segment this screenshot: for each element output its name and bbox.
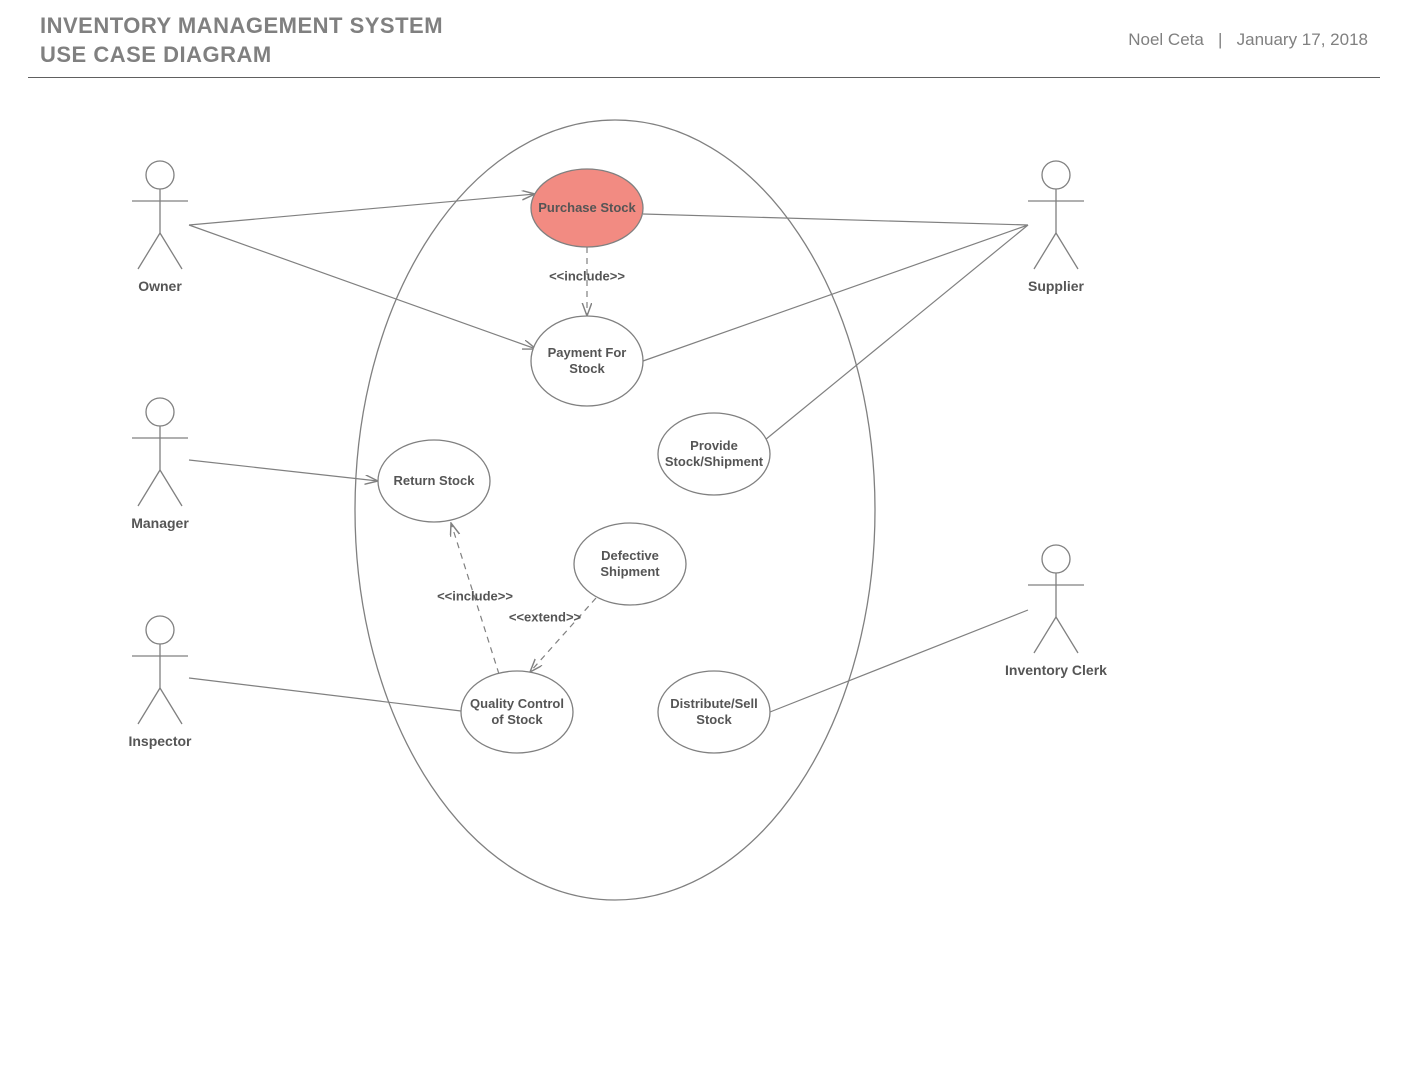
actor-supplier-icon [1028,161,1084,269]
stereotype-label: <<include>> [549,269,625,284]
association-line [643,214,1028,225]
association-line [189,194,535,225]
usecase-payment_for_stock-label: Payment ForStock [548,345,627,378]
usecase-provide_stock-label: ProvideStock/Shipment [665,438,763,471]
usecase-purchase_stock-label: Purchase Stock [538,200,636,216]
actor-inventory_clerk-label: Inventory Clerk [1005,662,1107,678]
association-line [770,610,1028,712]
actor-manager-icon [132,398,188,506]
actor-owner-label: Owner [138,278,182,294]
actor-owner-icon [132,161,188,269]
association-line [189,225,536,349]
association-line [189,678,461,711]
actor-inventory_clerk-icon [1028,545,1084,653]
actor-supplier-label: Supplier [1028,278,1084,294]
usecase-defective_shipment-label: DefectiveShipment [600,548,659,581]
actor-inspector-icon [132,616,188,724]
association-line [189,460,378,481]
association-line [765,225,1028,440]
association-line [643,225,1028,361]
usecase-distribute_sell-label: Distribute/SellStock [670,696,757,729]
usecase-return_stock-label: Return Stock [394,473,475,489]
usecase-quality_control-label: Quality Controlof Stock [470,696,564,729]
usecase-diagram [0,0,1408,1088]
stereotype-label: <<include>> [437,589,513,604]
actor-manager-label: Manager [131,515,189,531]
stereotype-label: <<extend>> [509,610,581,625]
actor-inspector-label: Inspector [128,733,191,749]
